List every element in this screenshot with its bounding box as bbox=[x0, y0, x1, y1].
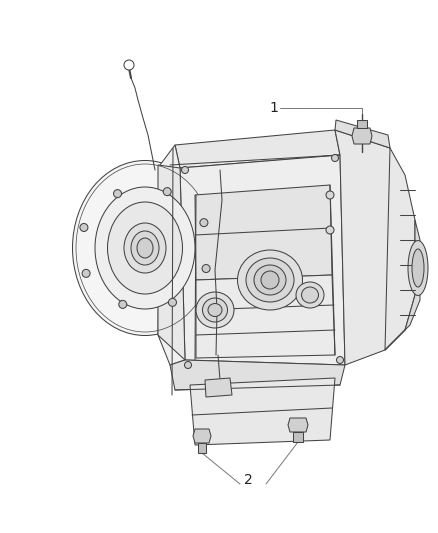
Polygon shape bbox=[175, 130, 340, 168]
Circle shape bbox=[82, 269, 90, 277]
Polygon shape bbox=[195, 185, 332, 280]
Circle shape bbox=[336, 357, 343, 364]
Polygon shape bbox=[385, 220, 420, 350]
Ellipse shape bbox=[261, 271, 279, 289]
Polygon shape bbox=[158, 145, 185, 365]
Circle shape bbox=[184, 361, 191, 368]
Ellipse shape bbox=[301, 287, 318, 303]
Circle shape bbox=[124, 60, 134, 70]
Circle shape bbox=[163, 188, 171, 196]
Polygon shape bbox=[193, 429, 211, 443]
Circle shape bbox=[113, 190, 121, 198]
Circle shape bbox=[169, 298, 177, 306]
Polygon shape bbox=[205, 378, 232, 397]
Polygon shape bbox=[170, 360, 345, 390]
Ellipse shape bbox=[107, 202, 183, 294]
Circle shape bbox=[200, 219, 208, 227]
Ellipse shape bbox=[208, 303, 222, 317]
Circle shape bbox=[202, 264, 210, 272]
Ellipse shape bbox=[412, 249, 424, 287]
Circle shape bbox=[326, 226, 334, 234]
Ellipse shape bbox=[95, 187, 195, 309]
Ellipse shape bbox=[246, 258, 294, 302]
Polygon shape bbox=[288, 418, 308, 432]
Text: 1: 1 bbox=[269, 101, 278, 115]
Circle shape bbox=[326, 191, 334, 199]
Circle shape bbox=[80, 223, 88, 231]
Circle shape bbox=[119, 301, 127, 309]
Polygon shape bbox=[158, 165, 185, 360]
Polygon shape bbox=[196, 275, 335, 358]
Ellipse shape bbox=[254, 265, 286, 295]
Ellipse shape bbox=[196, 292, 234, 328]
Ellipse shape bbox=[131, 231, 159, 265]
Ellipse shape bbox=[124, 223, 166, 273]
Text: 2: 2 bbox=[244, 473, 252, 487]
Polygon shape bbox=[352, 128, 372, 144]
Polygon shape bbox=[335, 130, 415, 365]
Polygon shape bbox=[190, 378, 335, 445]
Ellipse shape bbox=[73, 160, 218, 335]
Polygon shape bbox=[357, 120, 367, 128]
Polygon shape bbox=[198, 443, 206, 453]
Circle shape bbox=[181, 166, 188, 174]
Ellipse shape bbox=[296, 282, 324, 308]
Polygon shape bbox=[293, 432, 303, 442]
Ellipse shape bbox=[202, 298, 227, 322]
Circle shape bbox=[332, 155, 339, 161]
Polygon shape bbox=[335, 120, 390, 148]
Ellipse shape bbox=[137, 238, 153, 258]
Polygon shape bbox=[180, 155, 345, 365]
Ellipse shape bbox=[237, 250, 303, 310]
Ellipse shape bbox=[408, 240, 428, 295]
